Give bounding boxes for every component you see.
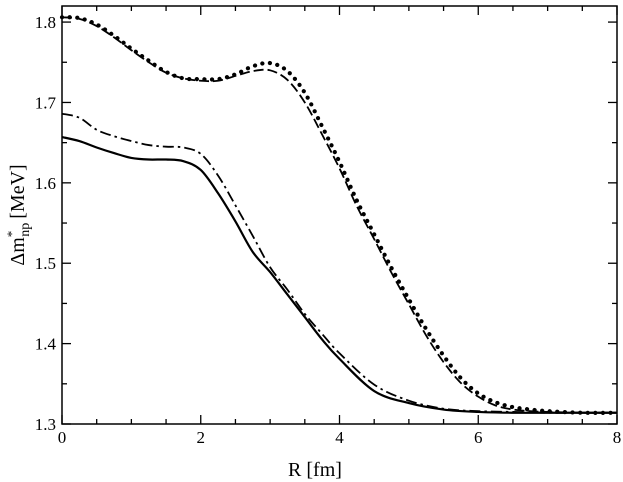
y-tick-label: 1.7 — [35, 93, 57, 112]
y-tick-label: 1.3 — [35, 415, 56, 434]
x-tick-label: 6 — [474, 428, 483, 447]
series-dotted-line — [59, 15, 620, 415]
y-tick-label: 1.6 — [35, 174, 56, 193]
series-group — [59, 15, 620, 415]
plot-frame — [61, 5, 618, 425]
y-tick-label: 1.4 — [35, 335, 57, 354]
y-axis-label-sup: * — [4, 231, 19, 238]
x-tick-label: 8 — [613, 428, 622, 447]
y-tick-label: 1.8 — [35, 13, 56, 32]
x-tick-label: 0 — [58, 428, 67, 447]
x-tick-label: 4 — [335, 428, 344, 447]
y-axis-label-unit: [MeV] — [7, 164, 29, 218]
series-solid-line — [61, 135, 617, 414]
tick-labels: 0 2 4 6 8 1.3 1.4 1.5 1.6 1.7 1.8 — [35, 13, 622, 447]
y-axis-label-sub: np — [18, 223, 33, 237]
series-dashdot-line — [61, 112, 617, 414]
y-tick-label: 1.5 — [35, 254, 56, 273]
y-axis-label-main: Δm — [7, 237, 29, 266]
x-tick-label: 2 — [197, 428, 206, 447]
axis-ticks — [61, 6, 618, 425]
x-axis-label: R [fm] — [288, 459, 342, 481]
y-axis-label: Δm*np [MeV] — [4, 164, 33, 265]
